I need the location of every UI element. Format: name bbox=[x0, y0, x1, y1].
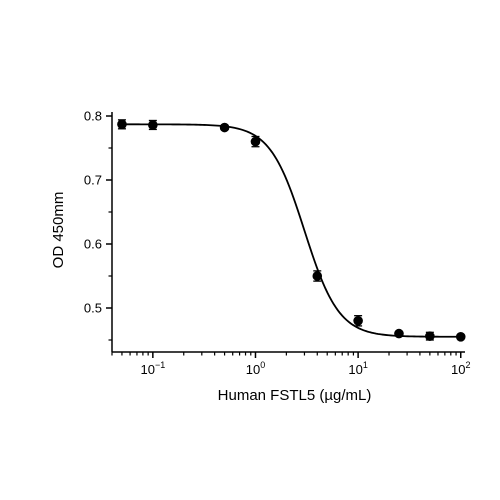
data-point-marker bbox=[312, 271, 323, 281]
data-point-marker bbox=[353, 316, 363, 326]
y-axis: 0.5 0.6 0.7 0.8 bbox=[84, 109, 113, 352]
data-point bbox=[394, 328, 404, 339]
x-ticks: 10−1 100 101 102 bbox=[111, 352, 470, 377]
x-axis: 10−1 100 101 102 bbox=[111, 351, 470, 377]
x-tick-label: 100 bbox=[246, 360, 265, 377]
data-point bbox=[425, 331, 435, 341]
data-point bbox=[353, 315, 363, 327]
data-point bbox=[219, 122, 230, 133]
data-point-marker bbox=[148, 120, 158, 130]
x-tick-label: 101 bbox=[348, 360, 367, 377]
data-point bbox=[250, 135, 261, 148]
data-point bbox=[117, 119, 127, 130]
data-point bbox=[455, 332, 466, 342]
data-point-marker bbox=[394, 328, 404, 339]
x-tick-label: 10−1 bbox=[140, 360, 165, 377]
x-axis-label: Human FSTL5 (µg/mL) bbox=[218, 387, 372, 404]
x-tick-label: 102 bbox=[451, 360, 470, 377]
data-point bbox=[148, 119, 158, 131]
y-tick-label: 0.8 bbox=[84, 109, 102, 124]
fit-curve bbox=[121, 123, 461, 338]
data-point-marker bbox=[425, 331, 435, 341]
y-axis-label: OD 450mm bbox=[50, 192, 67, 269]
y-tick-label: 0.6 bbox=[84, 237, 102, 252]
data-points bbox=[117, 119, 466, 342]
y-tick-label: 0.5 bbox=[84, 301, 102, 316]
data-point-marker bbox=[219, 122, 230, 133]
y-tick-label: 0.7 bbox=[84, 173, 102, 188]
data-point-marker bbox=[117, 119, 127, 130]
data-point-marker bbox=[250, 136, 261, 147]
y-ticks: 0.5 0.6 0.7 0.8 bbox=[84, 109, 112, 341]
data-point bbox=[312, 270, 323, 282]
data-point-marker bbox=[455, 332, 466, 342]
